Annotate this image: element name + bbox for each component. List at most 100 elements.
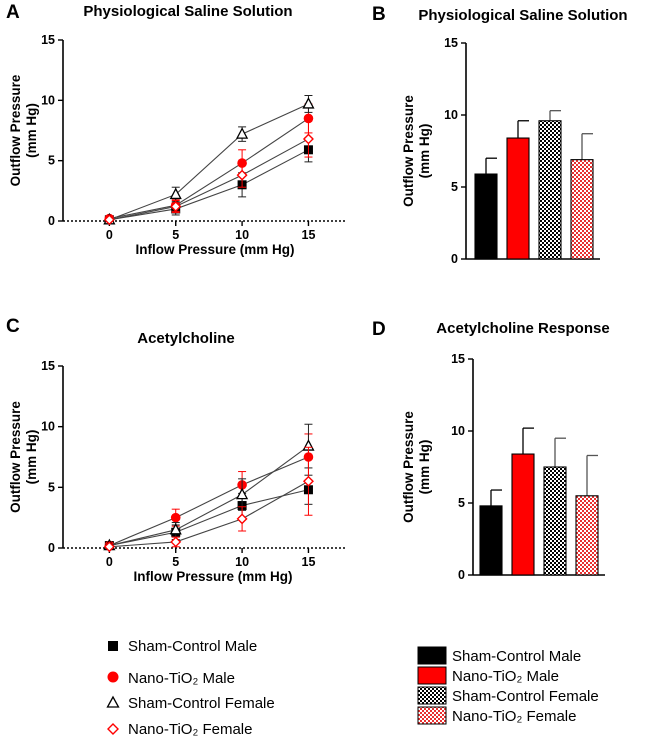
legend-left-item-sham-female: Sham-Control Female <box>106 695 275 712</box>
y-tick-label: 15 <box>451 352 465 366</box>
triangle-open-black-icon <box>106 695 120 708</box>
y-axis-label: Outflow Pressure <box>8 401 23 513</box>
square-filled-black-icon <box>108 641 118 651</box>
x-tick-label: 10 <box>235 555 249 569</box>
series-nano-tio-male-line <box>109 117 309 220</box>
legend-swatch-black <box>417 646 447 665</box>
panel-letter-a: A <box>6 2 20 23</box>
legend-left-item-sham-male: Sham-Control Male <box>108 638 257 655</box>
series-nano-tio-female-marker <box>103 541 115 553</box>
panel-a-line-chart: 0 5 10 15 Outflow Pressure (mm Hg) 0 5 10 15 Inflo… <box>8 33 347 257</box>
title-c: Acetylcholine <box>137 330 235 347</box>
y-tick-label: 0 <box>458 568 465 582</box>
legend-left-label: Nano-TiO₂ Female <box>128 721 252 738</box>
diamond-open-red-icon <box>107 723 119 735</box>
series-sham-control-female-marker <box>236 487 249 500</box>
series-nano-tio-female-line <box>109 138 309 221</box>
circle-filled-red-icon <box>107 671 119 683</box>
y-tick-label: 0 <box>48 541 55 555</box>
series-sham-control-female-marker <box>236 127 249 139</box>
series-nano-tio-female-marker <box>170 536 182 548</box>
x-axis-label: Inflow Pressure (mm Hg) <box>133 569 292 584</box>
x-tick-label: 5 <box>172 555 179 569</box>
y-axis-label: Outflow Pressure <box>8 74 23 186</box>
x-tick-label: 0 <box>106 228 113 242</box>
y-tick-label: 10 <box>41 420 55 434</box>
legend-right-item-nano-male: Nano-TiO₂ Male <box>417 666 559 685</box>
legend-right-item-nano-female: Nano-TiO₂ Female <box>417 706 576 725</box>
series-nano-tio-male-marker <box>170 512 181 523</box>
legend-left-item-nano-female: Nano-TiO₂ Female <box>107 721 252 738</box>
title-a: Physiological Saline Solution <box>83 3 292 20</box>
y-tick-label: 0 <box>451 252 458 266</box>
legend-right-item-sham-male: Sham-Control Male <box>417 646 581 665</box>
legend-left: Sham-Control Male Nano-TiO₂ Male Sham-Co… <box>106 638 275 738</box>
series-sham-control-male-line <box>109 489 309 547</box>
legend-right-label: Nano-TiO₂ Female <box>452 708 576 725</box>
legend-right-label: Sham-Control Male <box>452 648 581 665</box>
panel-letter-c: C <box>6 316 20 337</box>
legend-right-item-sham-female: Sham-Control Female <box>417 686 599 705</box>
series-nano-tio-female-marker <box>302 475 314 487</box>
series-nano-tio-male-line <box>109 456 309 547</box>
y-tick-label: 15 <box>444 36 458 50</box>
legend-right: Sham-Control Male Nano-TiO₂ Male Sham-Co… <box>417 646 599 725</box>
y-axis-label-units: (mm Hg) <box>24 430 39 485</box>
series-sham-control-female-line <box>109 103 309 221</box>
y-axis-label: Outflow Pressure <box>401 411 416 523</box>
y-tick-label: 5 <box>48 154 55 168</box>
bar-sham-control-male <box>474 173 498 260</box>
bar-nano-tio-male <box>511 453 535 576</box>
y-tick-label: 5 <box>451 180 458 194</box>
x-tick-label: 15 <box>302 555 316 569</box>
legend-right-label: Nano-TiO₂ Male <box>452 668 559 685</box>
panel-b-bar-chart: 0 5 10 15 Outflow Pressure (mm Hg) <box>401 36 600 266</box>
panel-letter-d: D <box>372 319 386 340</box>
legend-swatch-red-checker <box>417 706 447 725</box>
bar-nano-tio-female <box>575 495 599 576</box>
y-axis-label-units: (mm Hg) <box>417 124 432 179</box>
series-nano-tio-female-marker <box>103 214 115 226</box>
y-tick-label: 5 <box>458 496 465 510</box>
title-b: Physiological Saline Solution <box>418 7 627 24</box>
series-nano-tio-female-marker <box>302 133 314 145</box>
legend-left-label: Sham-Control Male <box>128 638 257 655</box>
y-tick-label: 15 <box>41 359 55 373</box>
x-tick-label: 10 <box>235 228 249 242</box>
legend-left-item-nano-male: Nano-TiO₂ Male <box>107 670 235 687</box>
series-sham-control-female-line <box>109 445 309 547</box>
legend-swatch-black-checker <box>417 686 447 705</box>
bar-sham-control-female <box>543 466 567 576</box>
series-nano-tio-female-line <box>109 480 309 548</box>
y-tick-label: 10 <box>451 424 465 438</box>
panel-c-line-chart: 0 5 10 15 Outflow Pressure (mm Hg) 0 5 10 15 Inflo… <box>8 359 347 584</box>
y-axis-label-units: (mm Hg) <box>24 103 39 158</box>
series-nano-tio-female-marker <box>170 201 182 213</box>
title-d: Acetylcholine Response <box>436 320 609 337</box>
y-tick-label: 10 <box>41 93 55 107</box>
bar-nano-tio-male <box>506 137 530 260</box>
y-tick-label: 15 <box>41 33 55 47</box>
legend-right-label: Sham-Control Female <box>452 688 599 705</box>
y-tick-label: 5 <box>48 480 55 494</box>
legend-left-label: Sham-Control Female <box>128 695 275 712</box>
x-axis-label: Inflow Pressure (mm Hg) <box>135 242 294 257</box>
legend-swatch-red <box>417 666 447 685</box>
x-tick-label: 0 <box>106 555 113 569</box>
y-tick-label: 0 <box>48 214 55 228</box>
series-sham-control-female-marker <box>169 187 182 200</box>
x-tick-label: 5 <box>172 228 179 242</box>
x-tick-label: 15 <box>302 228 316 242</box>
series-nano-tio-female-marker <box>236 513 248 525</box>
legend-left-label: Nano-TiO₂ Male <box>128 670 235 687</box>
series-sham-control-female-marker <box>302 97 315 109</box>
y-axis-label-units: (mm Hg) <box>417 440 432 495</box>
y-tick-label: 10 <box>444 108 458 122</box>
series-sham-control-male-line <box>109 149 309 221</box>
series-nano-tio-female-marker <box>236 169 248 181</box>
bar-sham-control-male <box>479 505 503 576</box>
bar-nano-tio-female <box>570 159 594 260</box>
panel-d-bar-chart: 0 5 10 15 Outflow Pressure (mm Hg) <box>401 352 605 582</box>
panel-letter-b: B <box>372 4 386 25</box>
